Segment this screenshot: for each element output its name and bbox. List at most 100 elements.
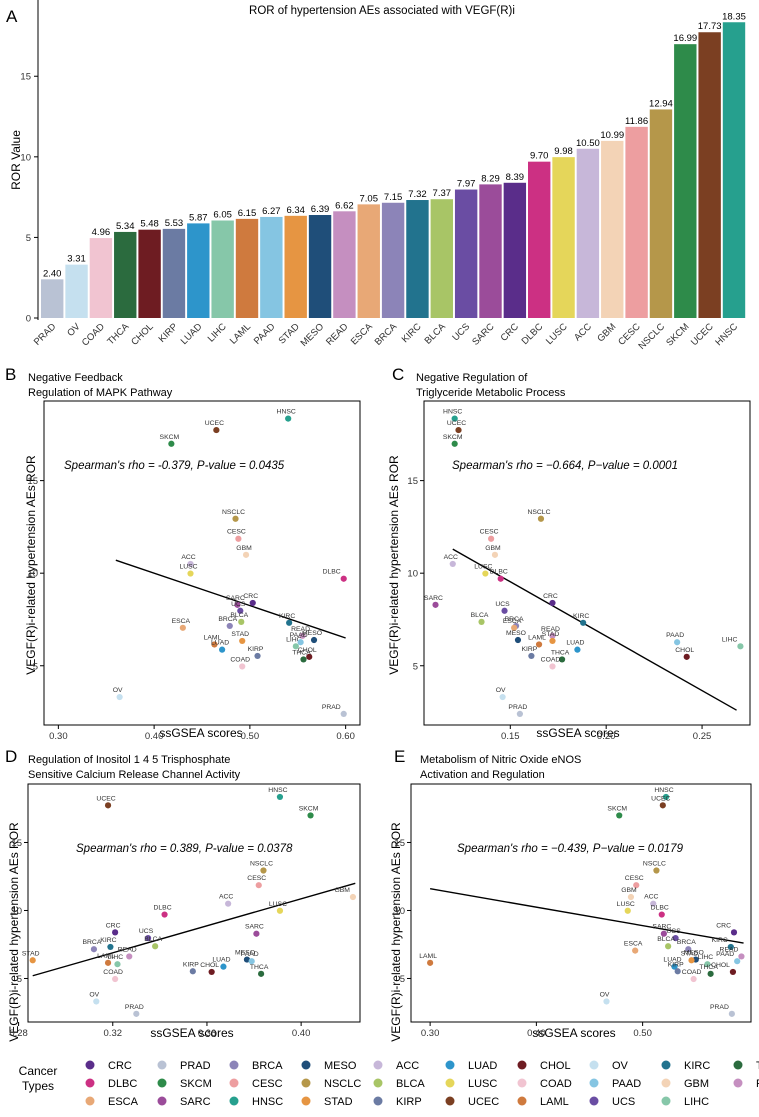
point-stad (549, 637, 556, 645)
panel-d-title-line2: Sensitive Calcium Release Channel Activi… (28, 769, 241, 781)
panel-d-xtick-label: 0.28 (9, 1028, 28, 1039)
point-label: DLBC (323, 569, 341, 576)
bar-value-label: 6.27 (262, 206, 281, 217)
legend-label: SKCM (180, 1078, 212, 1090)
bar-skcm (674, 44, 697, 318)
point-label: ACC (644, 894, 658, 901)
point-gbm (242, 551, 250, 558)
point-hnsc (285, 415, 292, 422)
panel-e-x-axis-label: ssGSEA scores (532, 1026, 615, 1040)
legend-swatch-acc (373, 1060, 383, 1070)
panel-a-ytick-label: 0 (26, 314, 31, 325)
panel-e-xtick-label: 0.40 (527, 1028, 546, 1039)
bar-category-label: STAD (277, 321, 302, 346)
legend-swatch-stad (301, 1096, 311, 1106)
point-label: THCA (250, 964, 269, 971)
point-label: BRCA (677, 939, 696, 946)
point-hnsc (451, 415, 458, 422)
bar-dlbc (528, 161, 551, 318)
point-label: CHOL (298, 647, 317, 654)
point-label: UCEC (447, 420, 466, 427)
bar-blca (430, 199, 453, 318)
panel-e-xtick-label: 0.50 (633, 1028, 652, 1039)
point-label: HNSC (277, 409, 296, 416)
point-label: CRC (243, 593, 258, 600)
panel-a-title: ROR of hypertension AEs associated with … (249, 5, 515, 17)
panel-b-stat: Spearman's rho = -0.379, P-value = 0.043… (64, 460, 285, 472)
point-cesc (633, 882, 640, 889)
legend-swatch-meso (301, 1060, 311, 1070)
point-thca (707, 970, 714, 977)
bar-value-label: 7.15 (384, 192, 403, 203)
bar-category-label: KIRP (157, 321, 180, 344)
legend-title-line2: Types (22, 1079, 54, 1093)
bar-value-label: 8.29 (481, 173, 500, 184)
legend-swatch-skcm (157, 1078, 167, 1088)
point-kirp (674, 968, 681, 975)
point-label: MESO (302, 630, 322, 637)
legend-swatch-sarc (157, 1096, 167, 1106)
bar-value-label: 3.31 (67, 254, 86, 265)
point-coad (690, 975, 697, 983)
point-label: UCEC (96, 795, 115, 802)
point-label: CHOL (200, 962, 219, 969)
point-nsclc (232, 515, 239, 522)
point-label: OV (600, 991, 610, 998)
point-lusc (276, 907, 284, 914)
point-blca (238, 618, 245, 625)
point-label: COAD (682, 969, 702, 976)
point-label: GBM (621, 887, 637, 894)
point-label: KIRP (668, 961, 684, 968)
bar-category-label: THCA (105, 321, 132, 348)
point-coad (549, 663, 556, 670)
bar-prad (41, 279, 64, 318)
legend-label: READ (756, 1078, 759, 1090)
point-label: ESCA (624, 941, 643, 948)
point-ucs (672, 934, 679, 942)
panel-d-regression-line (32, 882, 356, 977)
point-blca (665, 943, 672, 950)
point-luad (671, 963, 678, 970)
point-label: GBM (485, 545, 501, 552)
bar-value-label: 7.37 (433, 188, 452, 199)
point-lihc (737, 643, 744, 650)
point-label: CESC (227, 529, 246, 536)
point-label: CRC (543, 593, 558, 600)
point-paad (734, 958, 741, 965)
point-label: READ (291, 626, 310, 633)
point-paad (674, 639, 681, 646)
panel-a-letter: A (6, 7, 18, 26)
point-label: KIRC (712, 937, 728, 944)
panel-b-title-line2: Regulation of MAPK Pathway (28, 387, 173, 399)
bar-meso (308, 215, 332, 318)
point-label: CRC (106, 922, 121, 929)
legend-swatch-blca (373, 1078, 383, 1088)
point-lihc (704, 961, 711, 968)
legend-label: DLBC (108, 1078, 137, 1090)
legend-label: UCEC (468, 1096, 499, 1108)
point-label: HNSC (443, 409, 462, 416)
point-label: LAML (97, 953, 115, 960)
bar-value-label: 18.35 (722, 11, 746, 22)
point-label: STAD (681, 950, 699, 957)
point-crc (112, 929, 119, 936)
point-label: OV (113, 687, 123, 694)
point-ucs (144, 934, 152, 942)
bar-category-label: READ (324, 321, 351, 348)
point-dlbc (497, 575, 504, 582)
panel-d-y-axis-label: VEGF(R)i-related hypertension AEs ROR (7, 822, 21, 1042)
bar-category-label: ACC (572, 321, 594, 343)
bar-value-label: 6.34 (286, 205, 305, 216)
point-esca (179, 624, 186, 631)
bar-cesc (625, 126, 648, 318)
panel-a-ytick-label: 10 (20, 152, 31, 163)
point-label: OV (496, 687, 506, 694)
point-cesc (235, 535, 242, 542)
point-brca (90, 946, 98, 953)
legend-swatch-kirp (373, 1096, 383, 1106)
point-label: HNSC (268, 787, 287, 794)
point-label: NSCLC (527, 509, 550, 516)
legend-label: SARC (180, 1096, 211, 1108)
panel-b-ytick-label: 10 (27, 569, 38, 580)
point-gbm (491, 551, 499, 558)
